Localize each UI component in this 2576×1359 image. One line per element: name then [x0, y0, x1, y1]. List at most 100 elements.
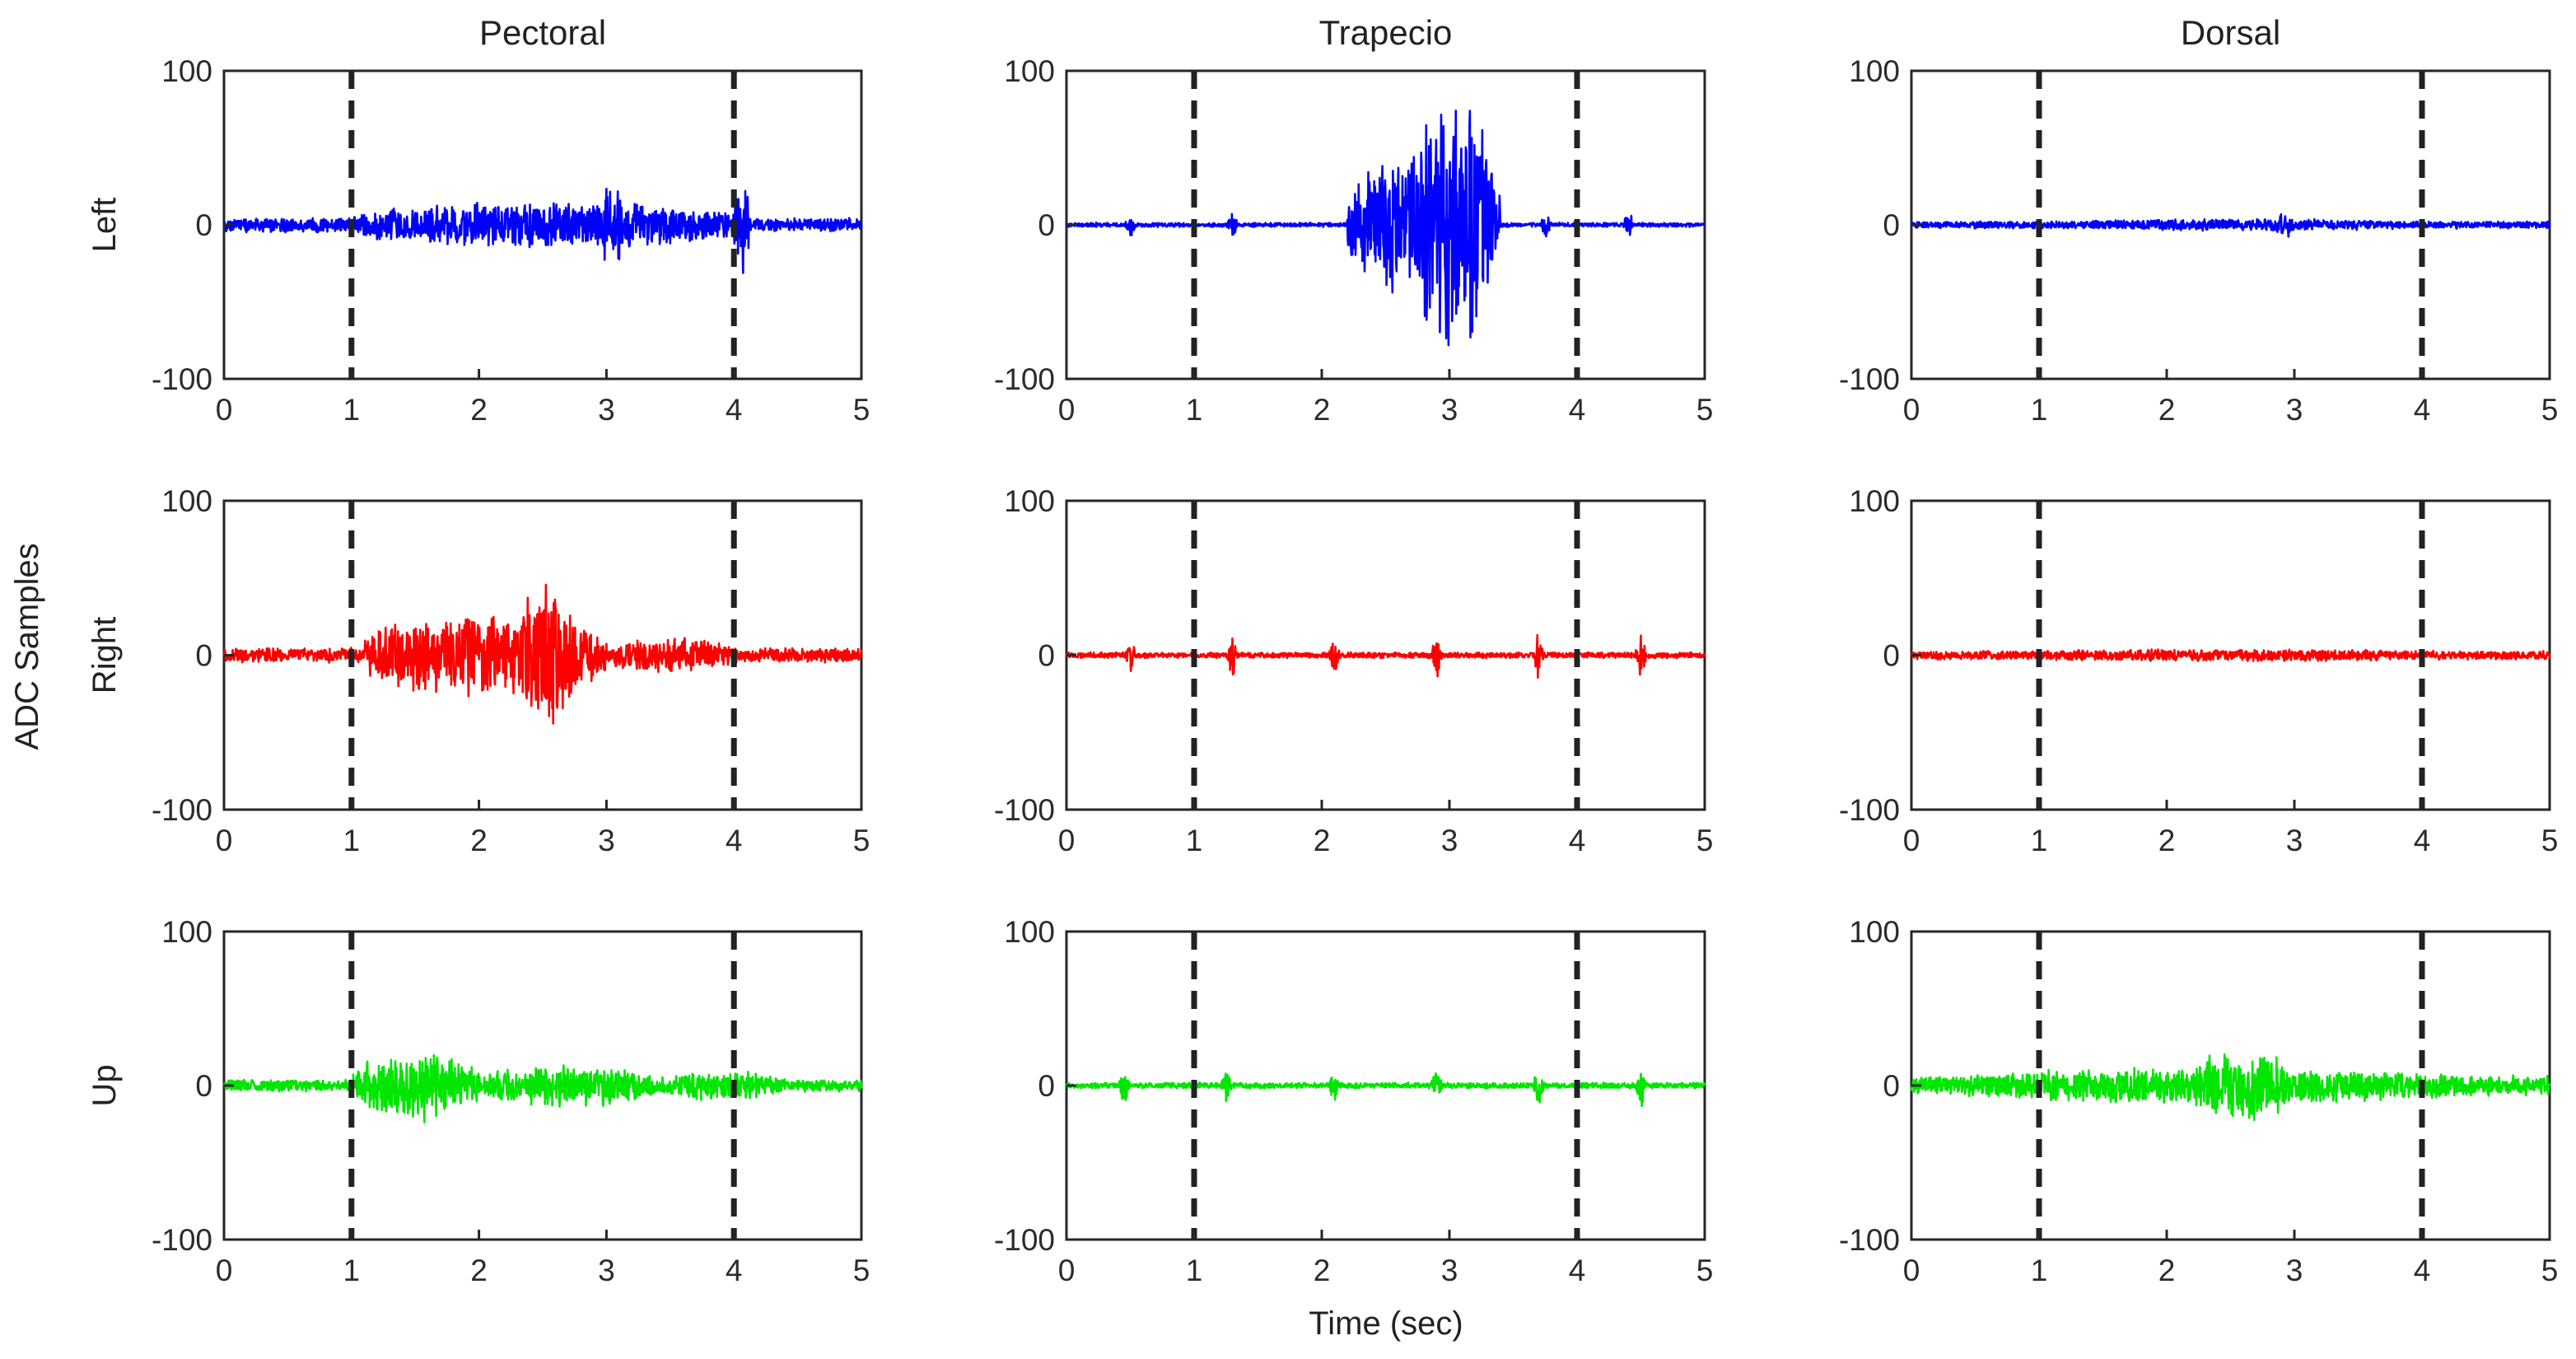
- x-tick-label: 2: [470, 824, 488, 857]
- x-tick-label: 4: [2414, 1254, 2431, 1287]
- x-tick-label: 4: [1569, 393, 1586, 427]
- y-tick-label: -100: [994, 1223, 1055, 1257]
- x-tick-label: 4: [1569, 824, 1586, 857]
- y-tick-label: -100: [994, 793, 1055, 827]
- y-tick-label: 0: [195, 208, 212, 242]
- y-tick-label: 100: [1849, 484, 1900, 518]
- y-tick-label: 0: [1038, 639, 1055, 673]
- x-tick-label: 4: [2414, 393, 2431, 427]
- x-tick-label: 4: [2414, 824, 2431, 857]
- x-tick-label: 0: [1903, 824, 1920, 857]
- signal-trace-up: [223, 1053, 863, 1123]
- signal-trace-left: [1065, 110, 1706, 347]
- x-tick-label: 3: [2286, 393, 2303, 427]
- column-title-dorsal: Dorsal: [2181, 13, 2280, 52]
- x-tick-label: 1: [2031, 824, 2048, 857]
- row-label-right: Right: [86, 617, 123, 694]
- column-title-trapecio: Trapecio: [1319, 13, 1453, 52]
- x-tick-label: 3: [2286, 1254, 2303, 1287]
- y-tick-label: 100: [1849, 54, 1900, 88]
- y-tick-label: -100: [152, 362, 212, 396]
- x-tick-label: 5: [1696, 393, 1714, 427]
- x-tick-label: 2: [2158, 824, 2176, 857]
- x-tick-label: 2: [470, 1254, 488, 1287]
- y-tick-label: -100: [152, 793, 212, 827]
- x-tick-label: 3: [598, 1254, 615, 1287]
- x-tick-label: 3: [2286, 824, 2303, 857]
- x-tick-label: 5: [2541, 1254, 2559, 1287]
- x-tick-label: 3: [598, 393, 615, 427]
- x-tick-label: 3: [598, 824, 615, 857]
- y-tick-label: 0: [1883, 639, 1900, 673]
- x-tick-label: 2: [2158, 393, 2176, 427]
- y-axis-label: ADC Samples: [9, 543, 45, 750]
- y-tick-label: 0: [195, 639, 212, 673]
- x-tick-label: 5: [853, 824, 870, 857]
- y-tick-label: 0: [1883, 208, 1900, 242]
- y-tick-label: 0: [1038, 208, 1055, 242]
- x-tick-label: 1: [2031, 393, 2048, 427]
- y-tick-label: 100: [161, 915, 212, 949]
- row-labels: Left Right Up: [86, 198, 123, 1107]
- x-tick-label: 2: [1314, 824, 1331, 857]
- row-label-up: Up: [86, 1064, 123, 1106]
- y-tick-label: 0: [1883, 1069, 1900, 1103]
- x-tick-label: 2: [1314, 1254, 1331, 1287]
- x-tick-label: 4: [726, 824, 743, 857]
- signal-trace-right: [222, 583, 863, 725]
- x-tick-label: 1: [343, 1254, 361, 1287]
- y-tick-label: 100: [161, 54, 212, 88]
- y-tick-label: -100: [1839, 1223, 1900, 1257]
- y-tick-label: 100: [1004, 915, 1055, 949]
- x-tick-label: 3: [1441, 824, 1458, 857]
- x-tick-label: 0: [1058, 1254, 1076, 1287]
- signal-trace-right: [1065, 633, 1706, 679]
- x-tick-label: 5: [2541, 393, 2559, 427]
- x-tick-label: 0: [1058, 824, 1076, 857]
- y-tick-label: 0: [1038, 1069, 1055, 1103]
- x-tick-label: 0: [1058, 393, 1076, 427]
- x-tick-label: 4: [726, 1254, 743, 1287]
- y-tick-label: -100: [994, 362, 1055, 396]
- x-tick-label: 0: [216, 1254, 233, 1287]
- x-tick-label: 4: [726, 393, 743, 427]
- row-label-left: Left: [86, 198, 123, 253]
- y-tick-label: -100: [1839, 362, 1900, 396]
- y-tick-label: 100: [1004, 484, 1055, 518]
- column-titles: Pectoral Trapecio Dorsal: [479, 13, 2280, 52]
- x-tick-label: 2: [470, 393, 488, 427]
- signal-trace-left: [222, 187, 863, 274]
- x-tick-label: 5: [1696, 1254, 1714, 1287]
- x-tick-label: 0: [216, 824, 233, 857]
- y-tick-label: 100: [1849, 915, 1900, 949]
- x-tick-label: 1: [2031, 1254, 2048, 1287]
- x-tick-label: 2: [2158, 1254, 2176, 1287]
- signal-trace-up: [1065, 1072, 1706, 1108]
- y-tick-label: 100: [1004, 54, 1055, 88]
- column-title-pectoral: Pectoral: [479, 13, 606, 52]
- x-tick-label: 2: [1314, 393, 1331, 427]
- y-tick-label: 100: [161, 484, 212, 518]
- x-tick-label: 3: [1441, 1254, 1458, 1287]
- y-tick-label: -100: [1839, 793, 1900, 827]
- x-tick-label: 3: [1441, 393, 1458, 427]
- x-tick-label: 1: [343, 824, 361, 857]
- x-tick-label: 5: [853, 393, 870, 427]
- x-tick-label: 5: [853, 1254, 870, 1287]
- x-axis-label: Time (sec): [1309, 1305, 1463, 1342]
- x-tick-label: 5: [2541, 824, 2559, 857]
- signal-trace-right: [1910, 648, 2551, 662]
- signal-trace-up: [1910, 1053, 2551, 1121]
- x-tick-label: 1: [343, 393, 361, 427]
